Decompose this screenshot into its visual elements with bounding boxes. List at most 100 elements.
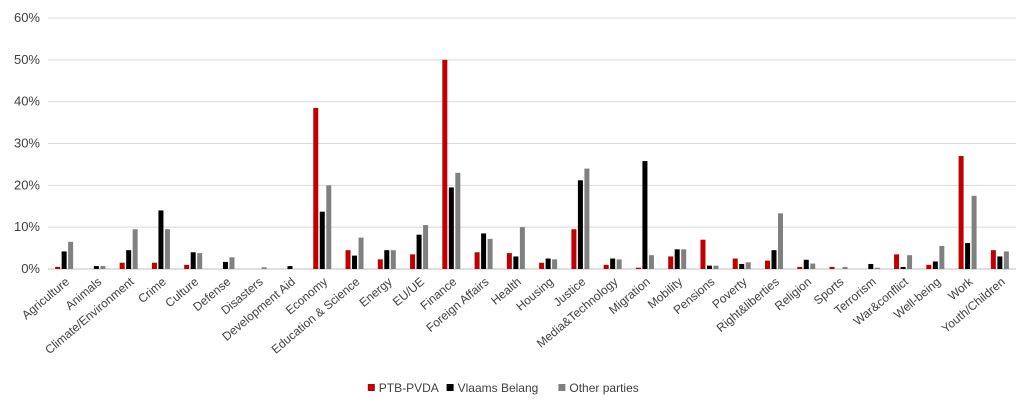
bar	[1003, 251, 1009, 269]
y-tick-label: 30%	[14, 136, 40, 151]
bar	[474, 252, 480, 269]
bar	[997, 256, 1003, 269]
bar	[455, 172, 461, 269]
bar	[958, 156, 964, 269]
bar	[577, 180, 583, 269]
bar	[732, 258, 738, 269]
bar	[313, 107, 319, 269]
y-tick-label: 40%	[14, 94, 40, 109]
y-tick-label: 10%	[14, 219, 40, 234]
bar	[287, 266, 293, 269]
y-tick-label: 0%	[21, 261, 40, 276]
bar	[55, 266, 61, 269]
bar	[68, 241, 74, 269]
bar	[642, 161, 648, 269]
bar	[119, 262, 125, 269]
bar	[513, 256, 519, 269]
bar	[539, 262, 545, 269]
bar	[926, 264, 932, 269]
legend-swatch	[446, 384, 454, 391]
bar	[506, 253, 512, 269]
y-tick-label: 60%	[14, 10, 40, 25]
bar	[164, 229, 170, 269]
bar	[842, 266, 848, 269]
bar	[894, 254, 900, 269]
bar	[610, 258, 616, 269]
bar	[93, 266, 99, 269]
bar	[603, 264, 609, 269]
bar	[319, 211, 325, 269]
bar	[61, 251, 67, 269]
bar	[700, 239, 706, 269]
bar	[584, 168, 590, 269]
bar	[990, 250, 996, 269]
bar	[545, 258, 551, 269]
bar	[939, 245, 945, 269]
x-tick-label: Agriculture	[19, 274, 72, 322]
bar	[674, 249, 680, 269]
legend-swatch	[558, 384, 566, 391]
bar	[377, 259, 383, 269]
legend-swatch	[367, 384, 375, 391]
bar	[190, 252, 196, 269]
bar	[416, 234, 422, 269]
bar	[261, 267, 267, 269]
legend-label: Other parties	[569, 381, 638, 395]
bar	[448, 187, 454, 269]
bar	[797, 266, 803, 269]
bar	[222, 261, 228, 269]
bar	[635, 267, 641, 269]
bar	[713, 265, 719, 269]
bar	[184, 264, 190, 269]
bar	[487, 238, 493, 269]
bar	[326, 185, 332, 269]
bar	[907, 255, 913, 269]
legend-label: Vlaams Belang	[458, 381, 539, 395]
bar	[900, 266, 906, 269]
bar	[745, 262, 751, 269]
x-tick-label: Energy	[357, 275, 395, 310]
bar	[810, 263, 816, 269]
bar	[100, 266, 106, 269]
bar	[552, 259, 558, 269]
bar	[648, 255, 654, 269]
bar	[197, 253, 203, 269]
bar	[829, 266, 835, 269]
bar	[771, 250, 777, 269]
bar	[423, 225, 429, 269]
bar	[442, 59, 448, 270]
bar	[132, 229, 138, 269]
bar	[390, 250, 396, 269]
bar	[519, 227, 525, 269]
bar	[778, 213, 783, 269]
bar	[384, 250, 390, 269]
bar	[126, 250, 132, 269]
bar	[151, 262, 157, 269]
bar	[932, 261, 938, 269]
bar	[668, 256, 674, 269]
x-tick-label: Housing	[513, 275, 556, 314]
bar	[803, 259, 809, 269]
bar	[571, 229, 577, 269]
bar	[410, 254, 416, 269]
bar	[739, 263, 745, 269]
bar	[345, 250, 351, 269]
bar	[868, 263, 874, 269]
legend-label: PTB-PVDA	[379, 381, 439, 395]
bar	[965, 243, 971, 269]
y-tick-label: 20%	[14, 177, 40, 192]
bar	[971, 195, 977, 269]
bar	[616, 259, 622, 269]
bar	[681, 249, 687, 269]
y-tick-label: 50%	[14, 52, 40, 67]
bar	[874, 267, 880, 269]
bar	[481, 233, 487, 269]
bar	[358, 237, 364, 269]
bar	[706, 265, 712, 269]
bar	[229, 257, 235, 269]
bar	[765, 260, 770, 269]
bar	[158, 210, 164, 269]
bar	[352, 255, 358, 269]
